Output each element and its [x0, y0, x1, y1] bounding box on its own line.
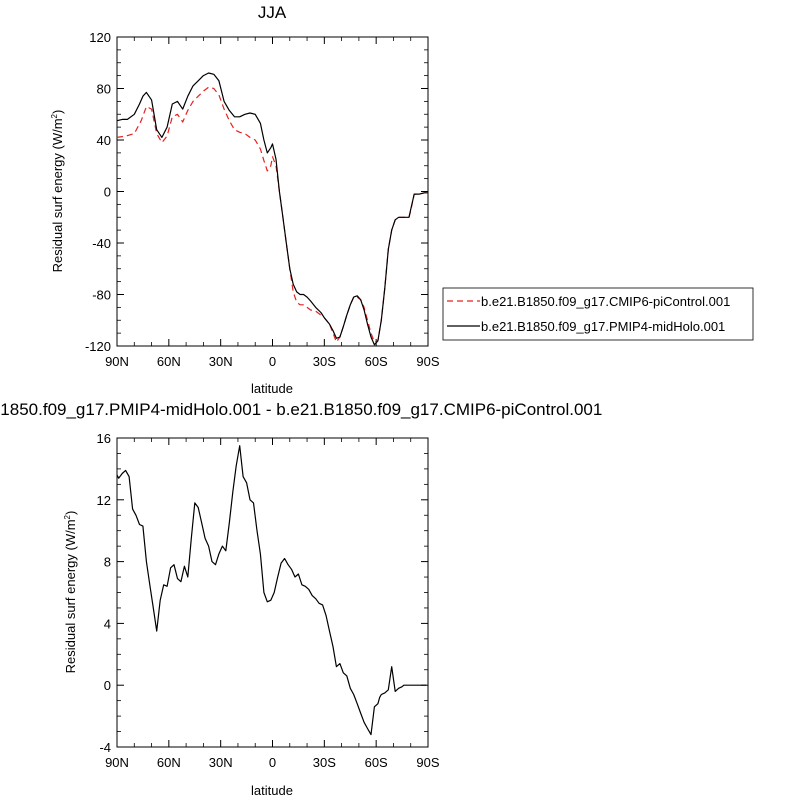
plot-frame	[116, 36, 429, 347]
series-lines	[116, 72, 428, 346]
y-tick-label: 16	[97, 431, 111, 446]
x-tick-label: 30N	[209, 755, 233, 770]
series-line-1	[116, 72, 428, 346]
legend-box	[442, 287, 754, 341]
x-tick-label: 60N	[157, 354, 181, 369]
x-axis-label: latitude	[251, 381, 293, 396]
x-tick-label: 30S	[313, 755, 336, 770]
difference-title: b.e21.B1850.f09_g17.PMIP4-midHolo.001 - …	[0, 400, 602, 419]
y-axis-label: Residual surf energy (W/m2)	[50, 110, 65, 273]
y-tick-label: -40	[92, 236, 111, 251]
y-tick-labels: -120 -80 -40 0 40 80 120	[85, 30, 111, 354]
plot-frame	[116, 437, 429, 748]
y-tick-label: 40	[97, 133, 111, 148]
y-axis-label: Residual surf energy (W/m2)	[63, 511, 78, 674]
series-line-0	[116, 445, 427, 736]
y-tick-label: -4	[99, 740, 111, 755]
x-tick-label: 60S	[365, 755, 388, 770]
y-tick-label: 0	[104, 678, 111, 693]
x-tick-label: 0	[269, 354, 276, 369]
x-tick-labels: 90N 60N 30N 0 30S 60S 90S	[105, 354, 440, 369]
x-tick-label: 90N	[105, 755, 129, 770]
legend: b.e21.B1850.f09_g17.CMIP6-piControl.001 …	[442, 287, 754, 341]
y-tick-label: 8	[104, 555, 111, 570]
tick-marks	[116, 36, 429, 347]
y-tick-labels: -4 0 4 8 12 16	[97, 431, 111, 755]
chart-title: JJA	[258, 3, 287, 22]
x-tick-label: 90S	[416, 354, 439, 369]
y-tick-label: 4	[104, 616, 111, 631]
x-tick-label: 30S	[313, 354, 336, 369]
bottom-panel: b.e21.B1850.f09_g17.PMIP4-midHolo.001 - …	[0, 400, 602, 798]
series-lines	[116, 445, 427, 736]
y-tick-label: 80	[97, 82, 111, 97]
y-tick-label: 0	[104, 185, 111, 200]
x-tick-label: 90S	[416, 755, 439, 770]
legend-label-midholo: b.e21.B1850.f09_g17.PMIP4-midHolo.001	[481, 319, 725, 334]
x-tick-label: 90N	[105, 354, 129, 369]
x-tick-label: 60S	[365, 354, 388, 369]
x-tick-labels: 90N 60N 30N 0 30S 60S 90S	[105, 755, 440, 770]
tick-marks	[116, 437, 429, 748]
legend-label-picontrol: b.e21.B1850.f09_g17.CMIP6-piControl.001	[481, 294, 730, 309]
y-tick-label: 120	[89, 30, 111, 45]
y-tick-label: -120	[85, 339, 111, 354]
series-line-0	[116, 86, 428, 343]
x-tick-label: 30N	[209, 354, 233, 369]
x-tick-label: 0	[269, 755, 276, 770]
y-tick-label: 12	[97, 493, 111, 508]
y-tick-label: -80	[92, 288, 111, 303]
x-tick-label: 60N	[157, 755, 181, 770]
x-axis-label: latitude	[251, 783, 293, 798]
